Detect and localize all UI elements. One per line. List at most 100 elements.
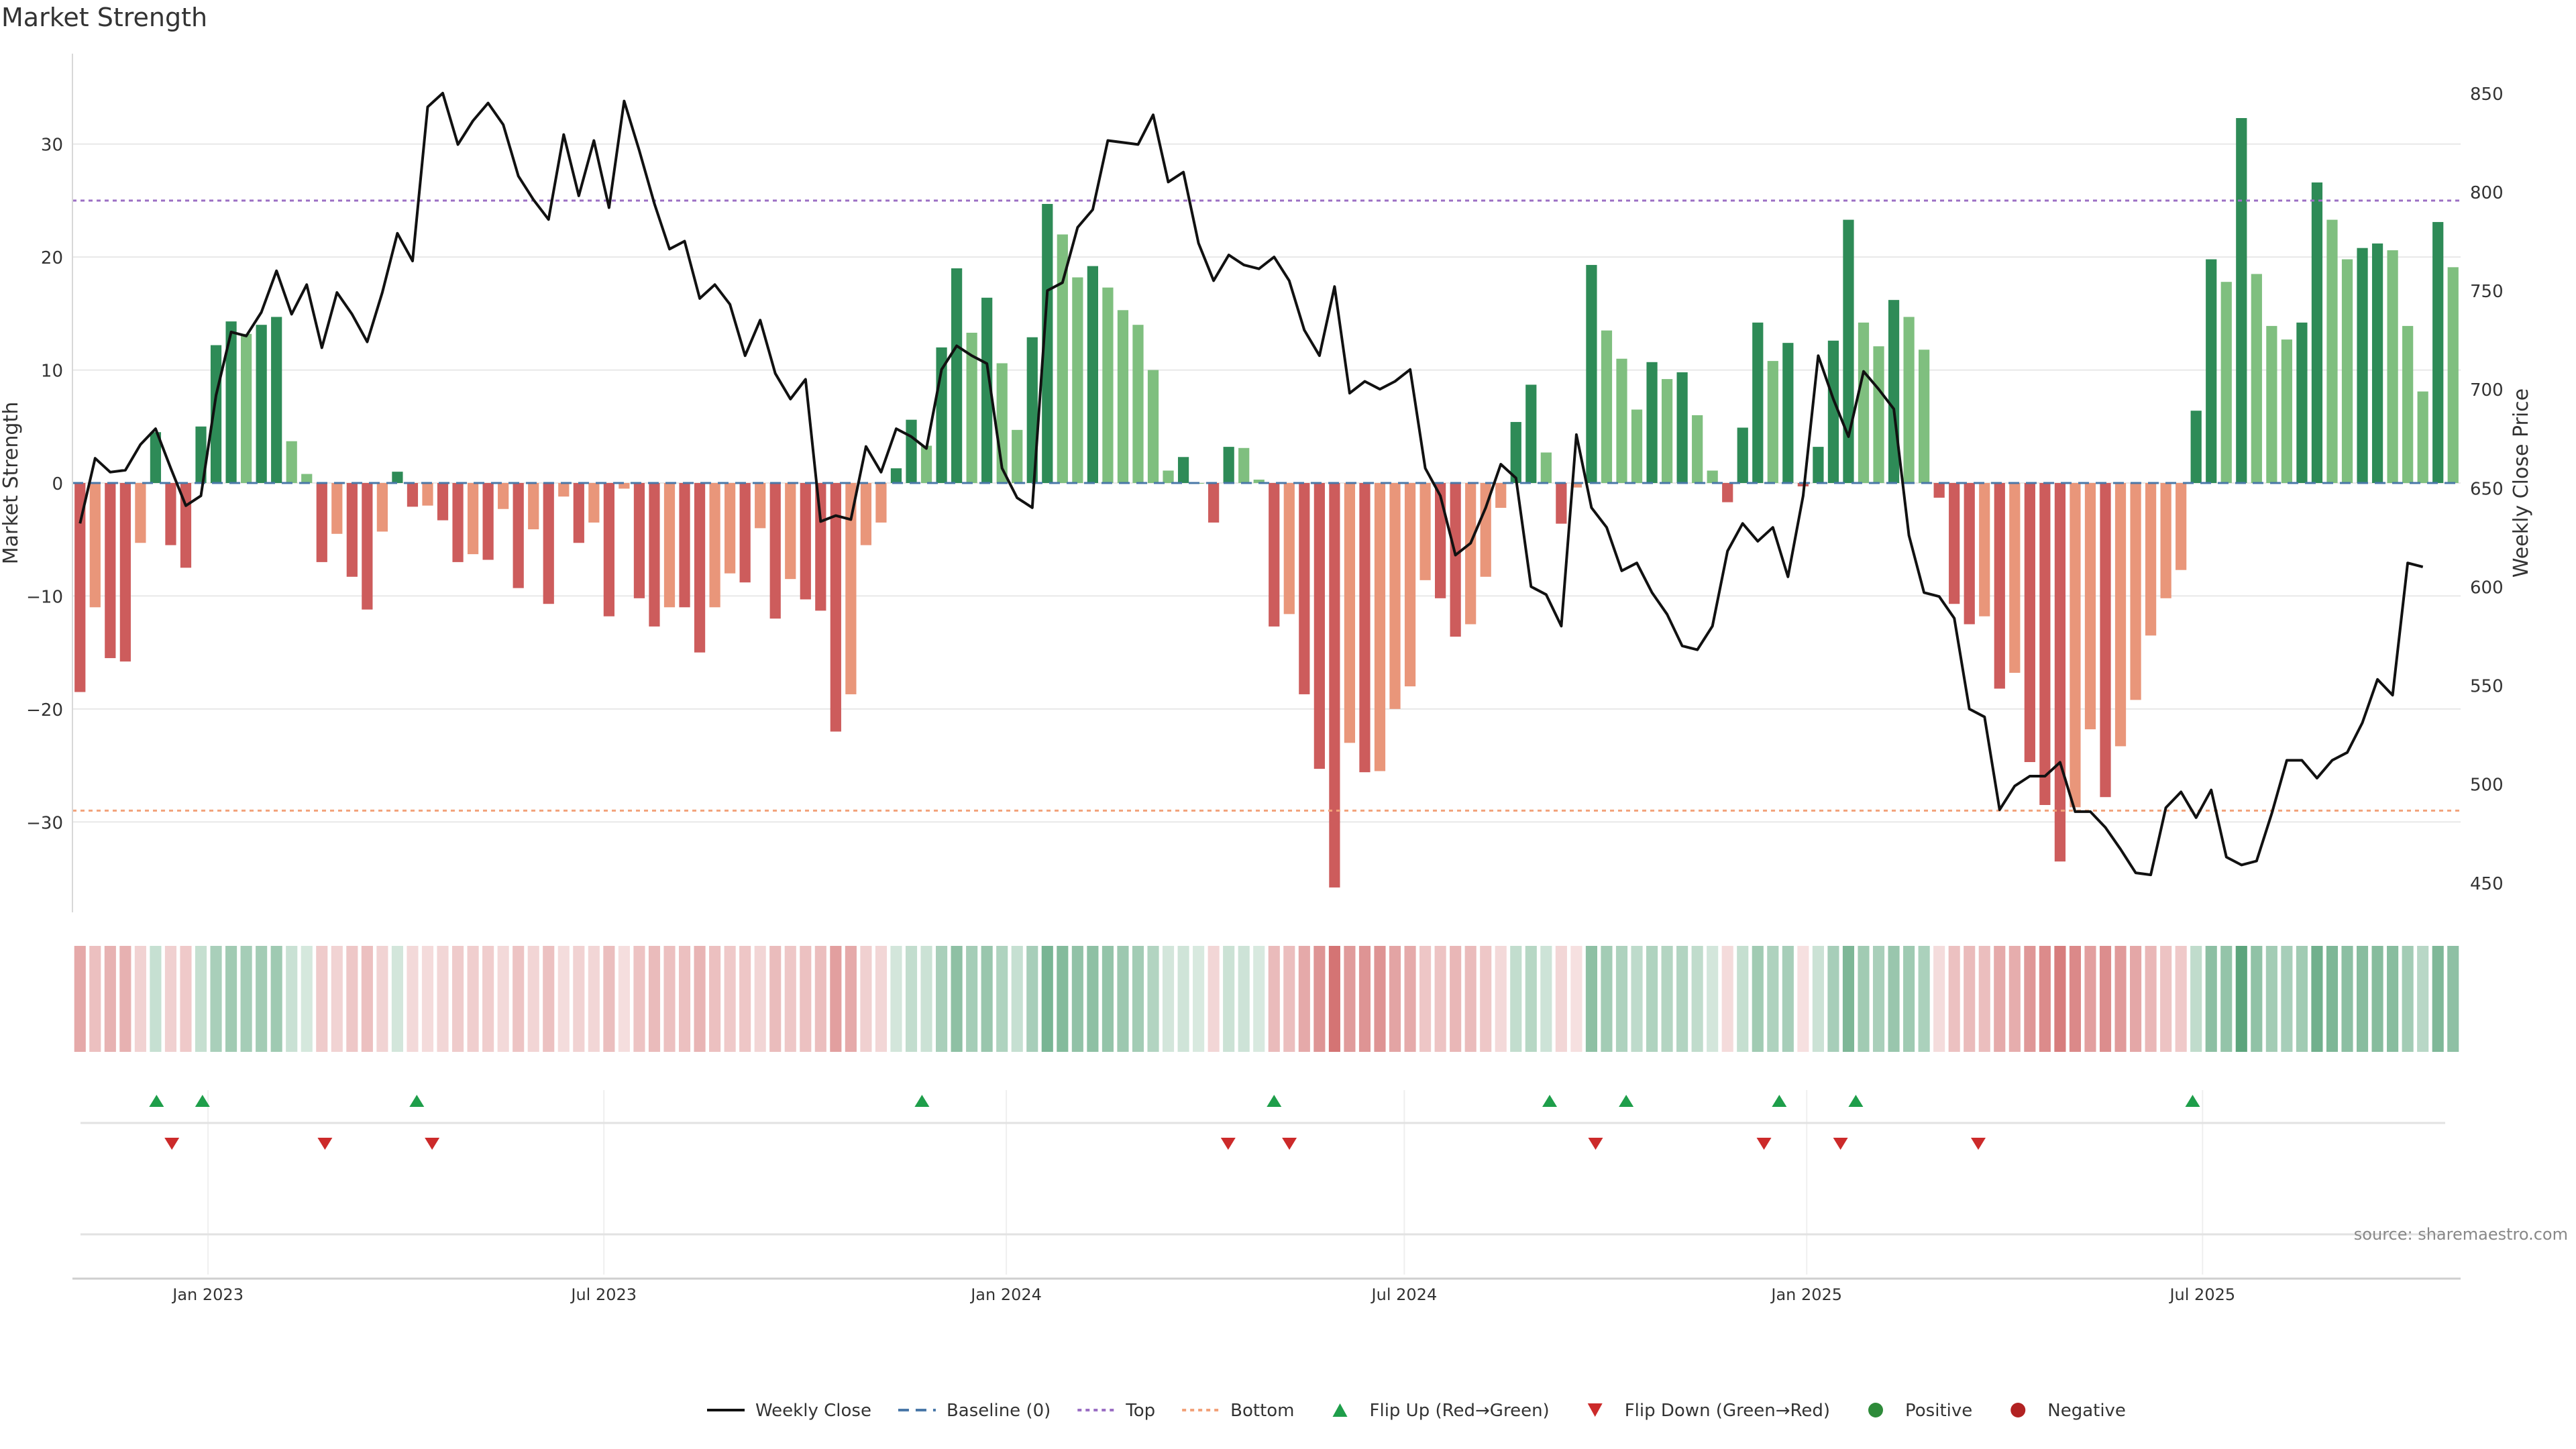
y-axis-label: Market Strength [0, 402, 23, 564]
heat-cell [513, 946, 525, 1052]
strength-bar [2402, 325, 2414, 483]
strength-bar [1646, 362, 1658, 483]
strength-bar [2326, 219, 2338, 483]
heat-cell [2432, 946, 2444, 1052]
heat-cell [1253, 946, 1265, 1052]
x-tick-label: Jul 2024 [1371, 1285, 1438, 1304]
heat-cell [2145, 946, 2157, 1052]
y2-tick-label: 500 [2470, 775, 2504, 796]
strength-bar [1253, 479, 1265, 483]
heat-cell [361, 946, 373, 1052]
heat-cell [1208, 946, 1220, 1052]
strength-bar [845, 483, 857, 694]
flip-up-marker [1267, 1095, 1282, 1107]
strength-bar [467, 483, 479, 555]
heat-cell [966, 946, 978, 1052]
heat-cell [2205, 946, 2217, 1052]
heat-cell [1087, 946, 1099, 1052]
strength-bar [890, 468, 902, 483]
strength-bar [2357, 248, 2368, 483]
flip-up-marker [1542, 1095, 1558, 1107]
strength-bar [2009, 483, 2021, 673]
strength-bar [1450, 483, 1461, 637]
legend-flip-up-swatch [1332, 1403, 1348, 1417]
y2-tick-label: 650 [2470, 479, 2504, 499]
strength-bar [392, 472, 403, 483]
strength-bar [785, 483, 796, 580]
heat-cell [1525, 946, 1537, 1052]
legend-label: Positive [1905, 1401, 1972, 1421]
heat-cell [119, 946, 131, 1052]
heat-cell [2387, 946, 2399, 1052]
strength-bar [1072, 277, 1083, 483]
heat-cell [1328, 946, 1340, 1052]
heat-cell [1389, 946, 1401, 1052]
heat-cell [1495, 946, 1507, 1052]
strength-bar [2100, 483, 2111, 798]
legend-label: Baseline (0) [947, 1401, 1051, 1421]
strength-bar [920, 445, 932, 483]
strength-bar [1525, 384, 1537, 483]
y2-tick-label: 800 [2470, 183, 2504, 203]
legend-label: Flip Up (Red→Green) [1370, 1401, 1550, 1421]
heat-cell [180, 946, 192, 1052]
strength-bar [1026, 337, 1038, 483]
y2-tick-label: 450 [2470, 874, 2504, 894]
strength-bar [2176, 483, 2187, 570]
strength-bar [1404, 483, 1416, 687]
heat-cell [225, 946, 237, 1052]
strength-bar [301, 474, 313, 483]
y2-tick-label: 750 [2470, 282, 2504, 302]
heat-cell [2417, 946, 2429, 1052]
y2-tick-label: 550 [2470, 677, 2504, 697]
heat-cell [1057, 946, 1069, 1052]
x-tick-label: Jan 2023 [171, 1285, 244, 1304]
flip-down-marker [425, 1138, 440, 1150]
strength-bar [1919, 350, 1930, 483]
flip-down-marker [1282, 1138, 1297, 1150]
strength-bar [830, 483, 841, 732]
strength-bar [1873, 346, 1884, 483]
flip-down-marker [1971, 1138, 1986, 1150]
strength-bar [769, 483, 781, 619]
heat-cell [2175, 946, 2187, 1052]
strength-bar [513, 483, 524, 588]
strength-bar [2266, 325, 2277, 483]
strength-bar [135, 483, 146, 543]
heat-cell [2008, 946, 2021, 1052]
strength-bar [1147, 370, 1159, 483]
heat-cell [2235, 946, 2247, 1052]
flip-down-marker [317, 1138, 333, 1150]
strength-bar [1344, 483, 1356, 743]
heat-cell [860, 946, 872, 1052]
strength-bar [2039, 483, 2051, 805]
heat-cell [256, 946, 268, 1052]
strength-heat-strip [74, 946, 2459, 1052]
heat-cell [1464, 946, 1477, 1052]
y-tick-label: −20 [26, 700, 63, 720]
heat-cell [951, 946, 963, 1052]
strength-bar [1465, 483, 1477, 625]
heat-cell [1404, 946, 1416, 1052]
price-line-layer [78, 91, 2424, 877]
strength-bar [2206, 259, 2217, 483]
strength-bar [2084, 483, 2096, 730]
heat-cell [164, 946, 177, 1052]
strength-bar [165, 483, 176, 545]
strength-bar [2114, 483, 2127, 747]
heat-cell [1071, 946, 1083, 1052]
strength-bar [1057, 234, 1068, 483]
heat-cell [1480, 946, 1492, 1052]
strength-bar [709, 483, 720, 608]
y-tick-label: −30 [26, 813, 63, 833]
heat-cell [2265, 946, 2277, 1052]
heat-cell [588, 946, 600, 1052]
flip-up-marker [195, 1095, 210, 1107]
heat-cell [497, 946, 509, 1052]
strength-bar [1858, 322, 1870, 483]
strength-bar [150, 432, 162, 483]
strength-bar [1903, 317, 1915, 483]
strength-bar [2341, 259, 2353, 483]
flip-down-marker [1756, 1138, 1772, 1150]
x-tick-label: Jul 2023 [570, 1285, 637, 1304]
